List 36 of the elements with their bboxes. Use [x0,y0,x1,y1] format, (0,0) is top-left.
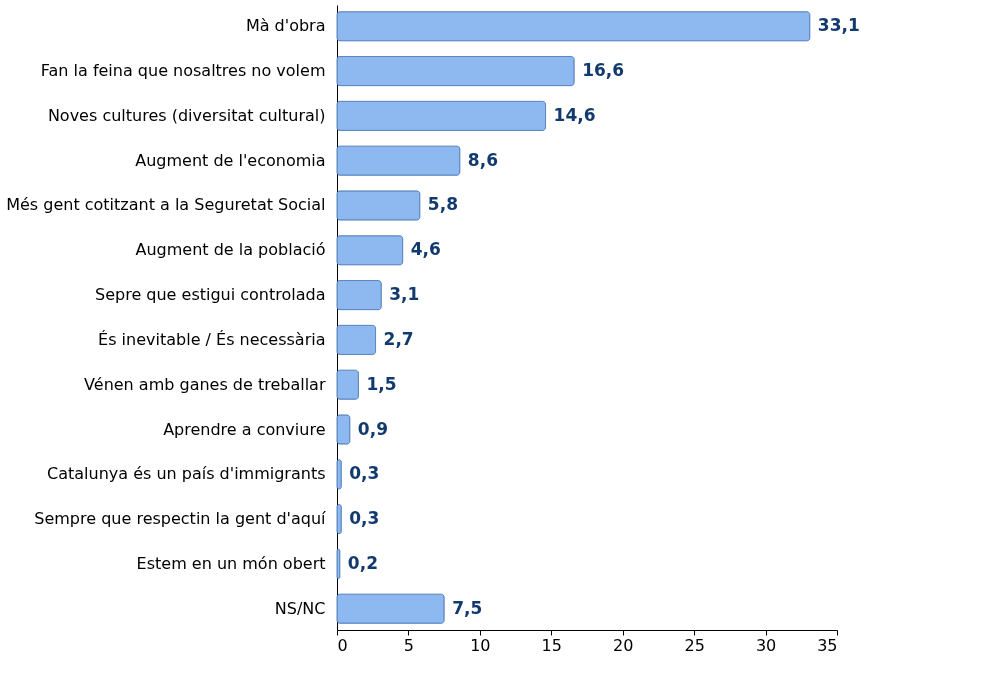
data-label: 1,5 [366,373,397,394]
y-tick-label: Catalunya és un país d'immigrants [46,464,326,484]
x-tick-label: 20 [613,635,634,655]
x-tick-label: 5 [403,635,415,655]
y-tick-label: Estem en un món obert [136,553,326,573]
y-tick-label: Sepre que estigui controlada [95,285,326,305]
y-tick-label: Sempre que respectin la gent d'aquí [34,509,327,529]
y-tick-label: Augment de l'economia [135,150,326,170]
y-tick-label: És inevitable / És necessària [98,329,326,349]
data-label: 0,3 [349,508,380,529]
y-tick-label: Augment de la població [135,240,326,260]
x-tick-label: 15 [541,635,562,655]
data-label: 8,6 [467,149,498,170]
data-label: 5,8 [427,194,458,215]
data-label: 16,6 [582,60,625,81]
y-tick-label: Aprendre a conviure [163,419,326,439]
y-tick-label: Noves cultures (diversitat cultural) [47,105,326,125]
y-tick-label: Mà d'obra [245,16,326,36]
x-tick-label: 35 [817,635,838,655]
y-tick-label: NS/NC [274,598,326,618]
x-tick-label: 0 [337,635,348,655]
x-tick-label: 30 [755,635,777,655]
data-label: 0,3 [349,463,380,484]
x-tick-label: 10 [470,635,491,655]
data-label: 0,9 [357,418,388,439]
data-label: 3,1 [389,284,420,305]
y-tick-label: Fan la feina que nosaltres no volem [40,61,326,81]
y-tick-label: Vénen amb ganes de treballar [84,374,326,394]
data-label: 0,2 [347,552,378,573]
data-label: 14,6 [553,104,596,125]
data-label: 4,6 [410,239,441,260]
data-label: 2,7 [383,328,414,349]
y-tick-label: Més gent cotitzant a la Seguretat Social [6,195,326,215]
data-label: 33,1 [817,15,860,36]
data-label: 7,5 [452,597,483,618]
x-tick-label: 25 [684,635,705,655]
